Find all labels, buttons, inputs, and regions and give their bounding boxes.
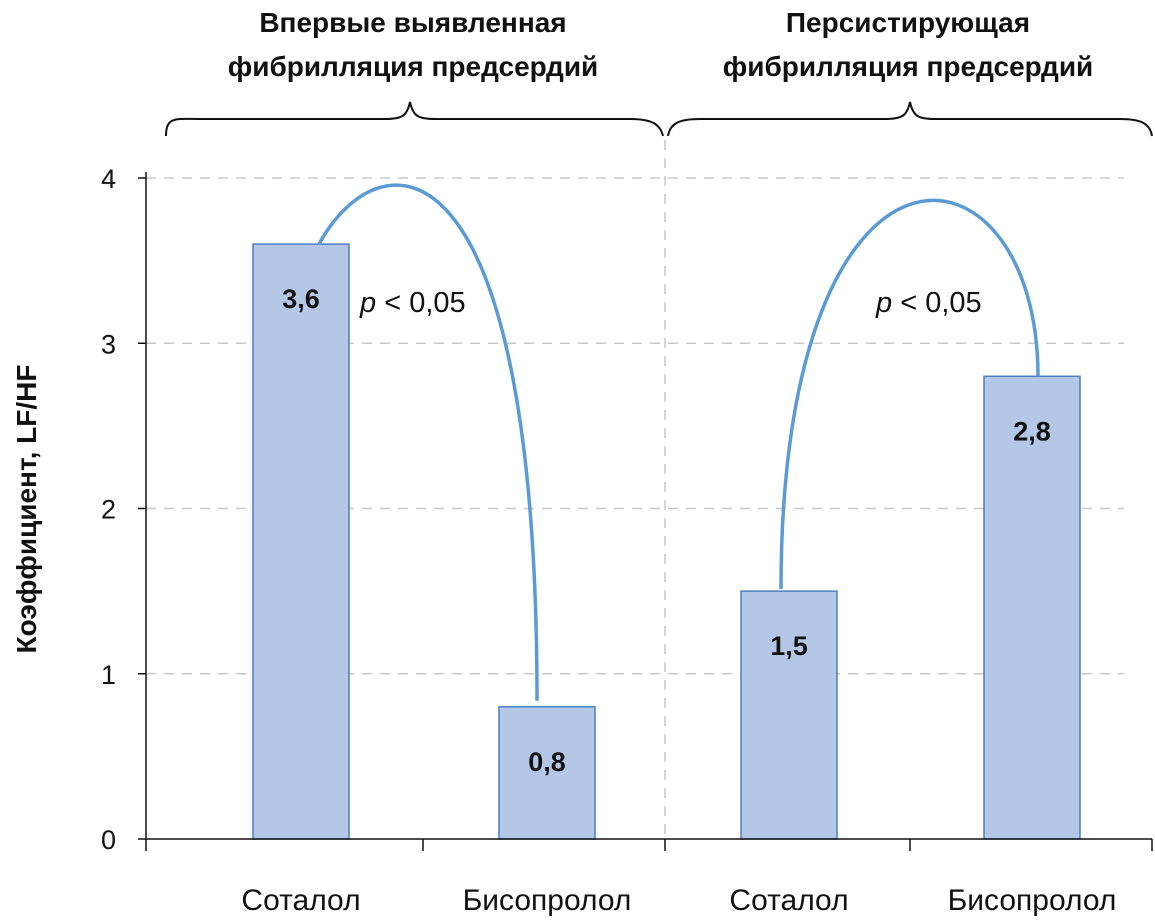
p-value-annotation-group-1: p < 0,05 xyxy=(359,287,466,319)
p-value-annotation-group-2: p < 0,05 xyxy=(875,287,982,319)
group-1-title-line-1: Впервые выявленная xyxy=(259,7,566,38)
axes xyxy=(138,172,1153,851)
bar-group-1-2 xyxy=(498,706,596,840)
y-tick-label-2: 2 xyxy=(101,495,116,525)
value-label-group-2-2: 2,8 xyxy=(1013,416,1051,446)
labels: 0 1 2 3 4 3,6 Соталол 0,8 Бисопролол p < 0,05 1,5 С… xyxy=(101,164,1116,917)
category-label-group-1-1: Соталол xyxy=(241,884,360,917)
significance-arc-group-1 xyxy=(317,183,539,701)
group-2-title-line-1: Персистирующая xyxy=(786,7,1030,38)
y-axis-label: Коэффициент, LF/HF xyxy=(11,365,42,654)
y-tick-label-4: 4 xyxy=(101,164,116,194)
category-label-group-1-2: Бисопролол xyxy=(463,884,632,917)
value-label-group-2-1: 1,5 xyxy=(770,631,808,661)
y-tick-label-3: 3 xyxy=(101,329,116,359)
group-2-title-line-2: фибрилляция предсердий xyxy=(723,51,1094,82)
significance-arc-group-2 xyxy=(779,198,1040,590)
group-1-brace xyxy=(165,101,664,137)
y-tick-label-0: 0 xyxy=(101,825,116,855)
value-label-group-1-1: 3,6 xyxy=(282,284,320,314)
bar-group-2-1 xyxy=(740,590,838,840)
group-2-brace xyxy=(667,101,1153,137)
significance-arcs xyxy=(317,183,1040,701)
group-1-title-line-2: фибрилляция предсердий xyxy=(228,51,599,82)
category-label-group-2-2: Бисопролол xyxy=(948,884,1117,917)
y-tick-label-1: 1 xyxy=(101,660,116,690)
category-label-group-2-1: Соталол xyxy=(729,884,848,917)
value-label-group-1-2: 0,8 xyxy=(528,747,566,777)
bars xyxy=(252,243,1081,840)
bar-group-1-1 xyxy=(252,243,350,840)
